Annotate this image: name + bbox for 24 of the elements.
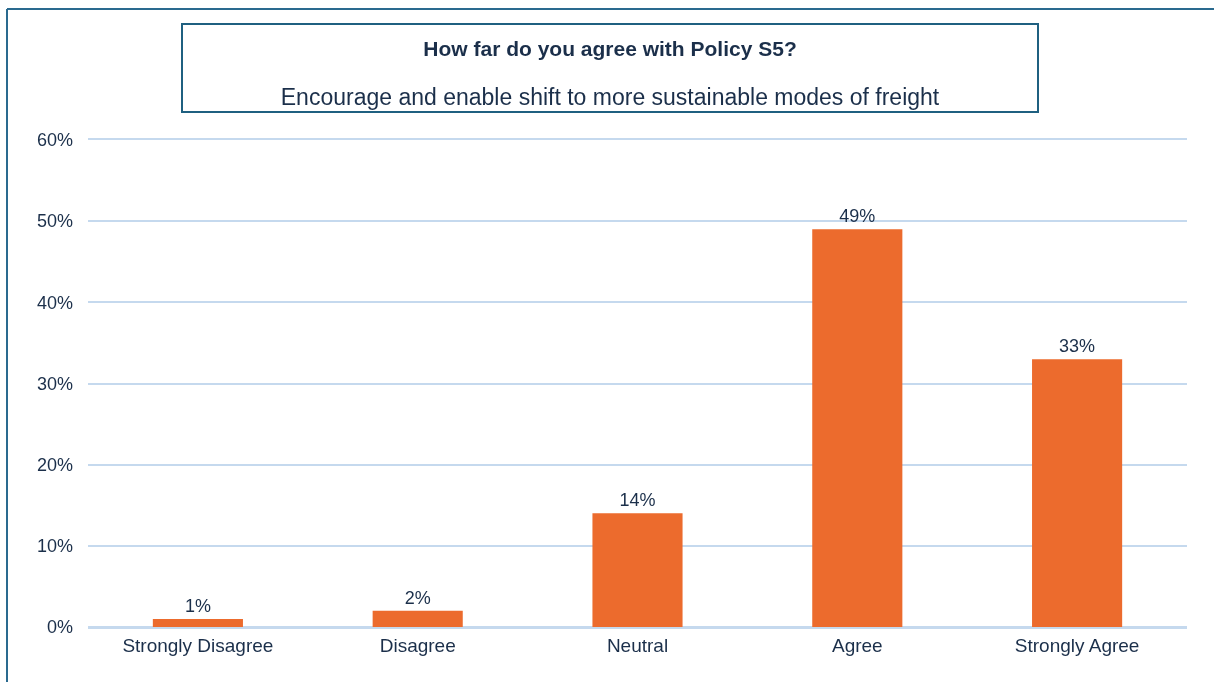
data-label: 1% bbox=[184, 595, 211, 616]
chart-subtitle: Encourage and enable shift to more sustainable modes of freight bbox=[280, 84, 940, 111]
y-tick-label: 10% bbox=[36, 536, 73, 557]
y-tick-label: 0% bbox=[46, 617, 73, 638]
data-label: 33% bbox=[1059, 336, 1096, 357]
y-tick-label: 20% bbox=[36, 454, 73, 475]
x-tick-label: Strongly Disagree bbox=[122, 634, 274, 656]
x-tick-label: Agree bbox=[831, 634, 883, 656]
bar bbox=[1032, 359, 1123, 627]
y-tick-label: 50% bbox=[36, 211, 73, 232]
bar bbox=[152, 618, 243, 627]
y-tick-label: 60% bbox=[36, 130, 73, 151]
x-tick-label: Neutral bbox=[606, 634, 669, 656]
x-tick-label: Strongly Agree bbox=[1014, 634, 1140, 656]
bar bbox=[812, 229, 903, 627]
y-tick-label: 40% bbox=[36, 292, 73, 313]
data-label: 2% bbox=[404, 587, 431, 608]
data-label: 14% bbox=[619, 490, 656, 511]
bar bbox=[592, 513, 683, 627]
x-tick-label: Disagree bbox=[379, 634, 456, 656]
bar bbox=[372, 610, 463, 627]
data-label: 49% bbox=[839, 206, 876, 227]
chart-title: How far do you agree with Policy S5? bbox=[423, 37, 797, 61]
y-tick-label: 30% bbox=[36, 373, 73, 394]
